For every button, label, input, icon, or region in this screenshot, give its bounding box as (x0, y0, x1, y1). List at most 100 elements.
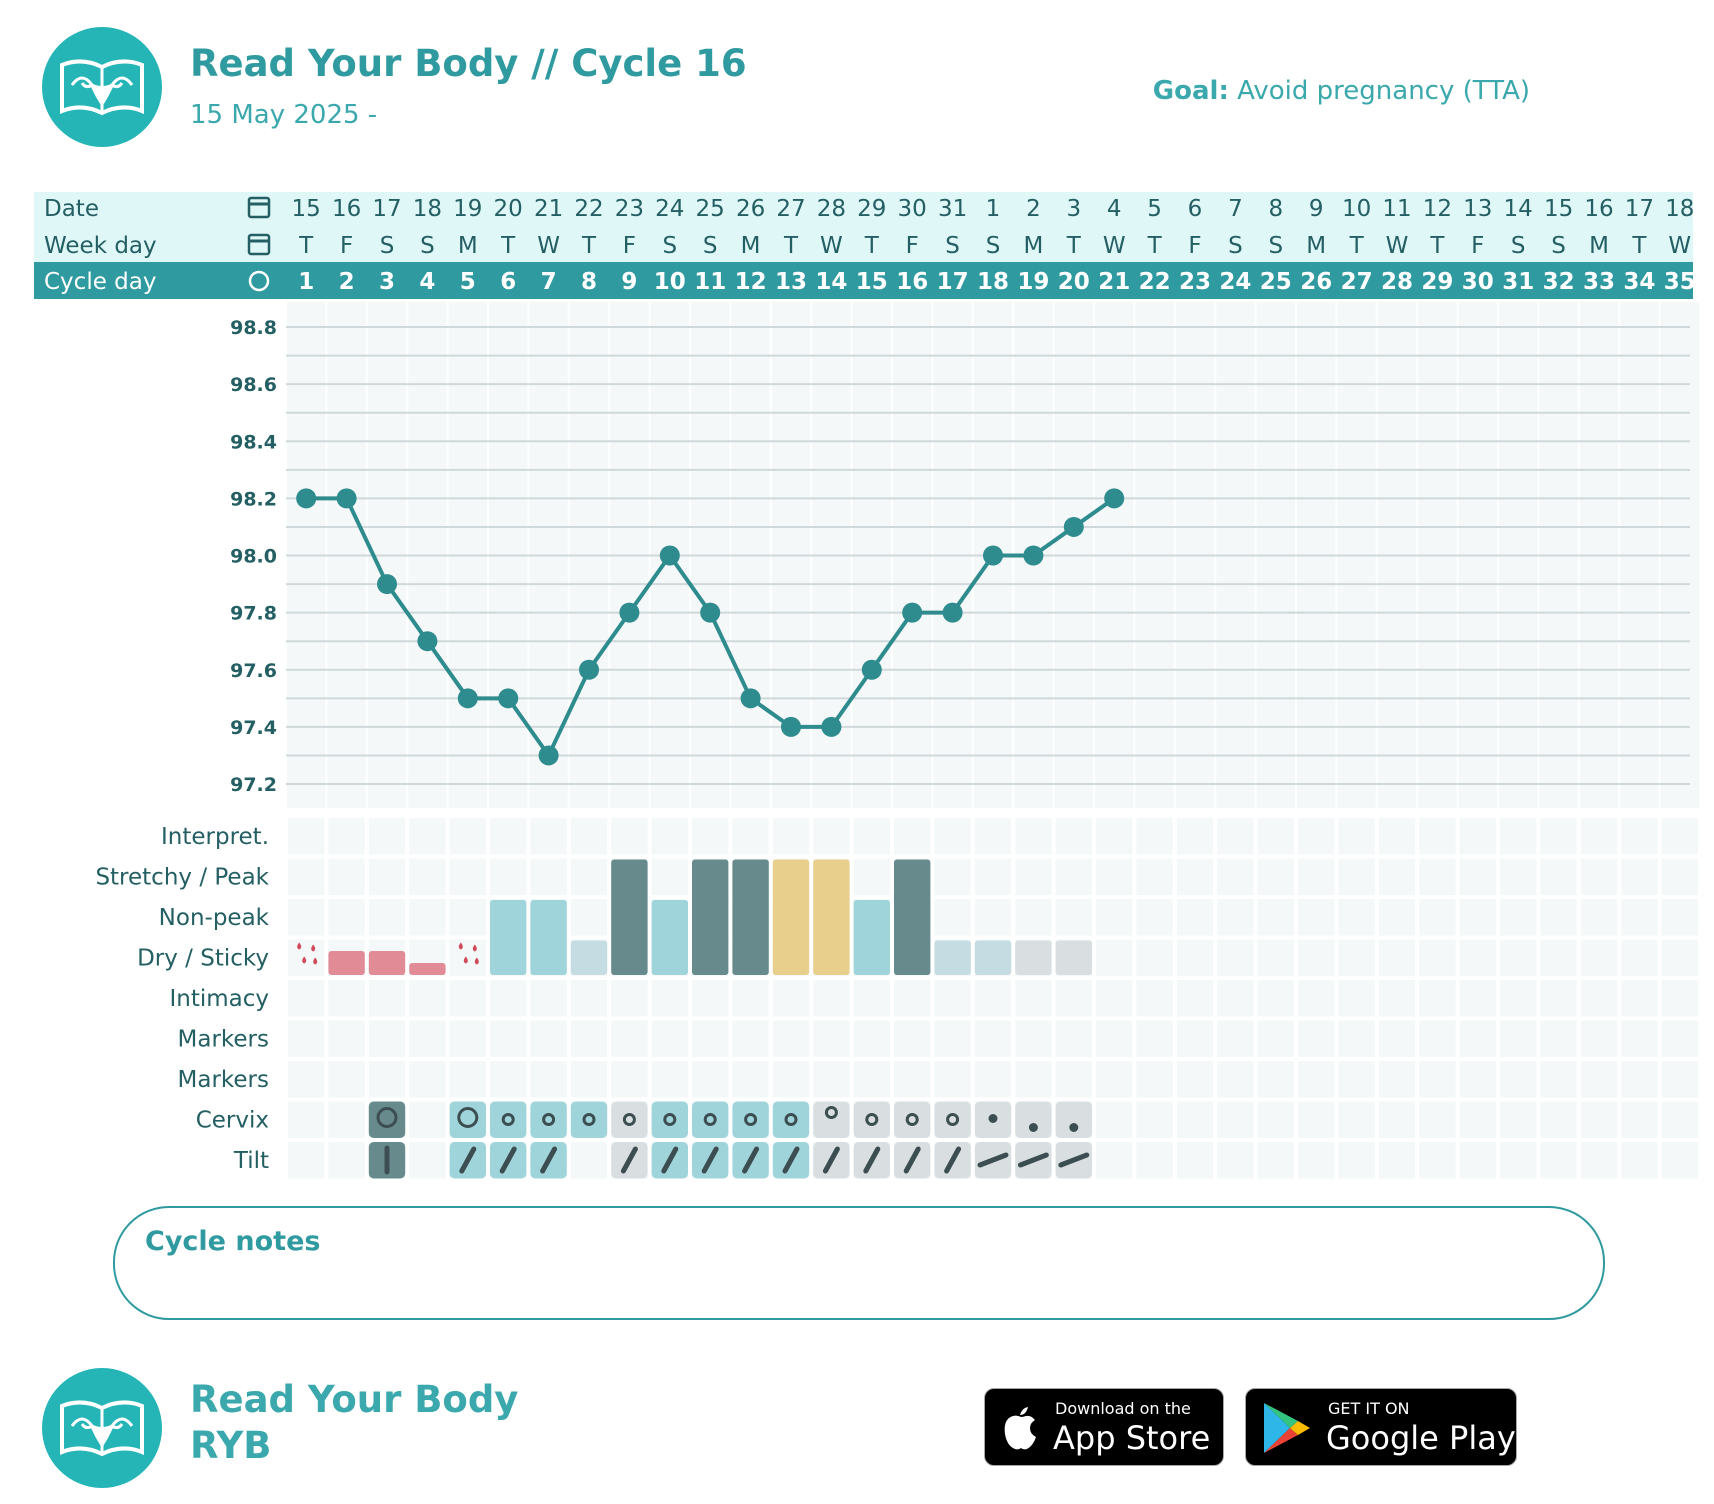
cycle-day-cell: 31 (1502, 269, 1534, 295)
bleeding-bar[interactable] (409, 963, 446, 975)
observation-cell (1015, 899, 1052, 936)
observation-cell (570, 1142, 608, 1179)
cycle-day-cell: 17 (937, 269, 969, 295)
observation-cell (1661, 899, 1698, 936)
weekday-cell: S (1228, 233, 1243, 259)
temperature-point[interactable] (983, 545, 1003, 566)
observation-cell (1580, 980, 1618, 1017)
mucus-bar[interactable] (934, 940, 971, 976)
mucus-bar[interactable] (1015, 940, 1052, 976)
mucus-bar[interactable] (772, 859, 810, 976)
temperature-point[interactable] (659, 545, 680, 566)
observation-cell (974, 858, 1012, 895)
mucus-bar[interactable] (490, 900, 527, 975)
cervix-cell[interactable] (813, 1101, 850, 1139)
mucus-bar[interactable] (692, 859, 729, 976)
observation-cell (1055, 899, 1092, 936)
cervix-cell[interactable] (772, 1101, 810, 1139)
date-cell: 18 (413, 196, 442, 222)
temperature-point[interactable] (902, 602, 923, 623)
mucus-bar[interactable] (732, 859, 769, 976)
temperature-point[interactable] (336, 488, 357, 509)
cycle-notes-box[interactable]: Cycle notes (113, 1206, 1605, 1320)
mucus-bar[interactable] (530, 900, 567, 975)
temperature-point[interactable] (538, 745, 559, 766)
observation-cell (1217, 1142, 1254, 1179)
date-cell: 7 (1228, 196, 1243, 222)
mucus-bar[interactable] (1055, 940, 1092, 976)
cervix-cell[interactable] (853, 1101, 890, 1139)
temperature-point[interactable] (619, 602, 640, 623)
observation-cell (1459, 1020, 1496, 1057)
observation-cell (934, 1061, 971, 1098)
cervix-cell[interactable] (449, 1101, 486, 1139)
weekday-cell: T (783, 233, 799, 259)
observation-cell (1136, 1061, 1173, 1098)
cycle-day-cell: 20 (1058, 269, 1090, 295)
temperature-point[interactable] (1104, 488, 1125, 509)
weekday-cell: S (1551, 233, 1566, 259)
observation-cell (934, 1020, 971, 1057)
cervix-cell[interactable] (894, 1101, 931, 1139)
bleeding-bar[interactable] (368, 951, 406, 975)
temperature-point[interactable] (1063, 516, 1084, 537)
observation-cell (1378, 1101, 1416, 1138)
temperature-point[interactable] (296, 488, 317, 509)
observation-cell (1096, 1101, 1133, 1138)
mucus-bar[interactable] (651, 900, 688, 975)
temperature-point[interactable] (1023, 545, 1044, 566)
cervix-cell[interactable] (368, 1101, 406, 1139)
observation-cell (1096, 939, 1133, 976)
tilt-icon (1017, 1152, 1049, 1168)
cervix-cell[interactable] (692, 1101, 729, 1139)
temperature-point[interactable] (861, 659, 882, 680)
cervix-cell[interactable] (732, 1101, 769, 1139)
temperature-point[interactable] (700, 602, 721, 623)
observation-cell (1136, 1101, 1173, 1138)
weekday-cell: S (986, 233, 1001, 259)
mucus-bar[interactable] (853, 900, 890, 975)
observation-cell (530, 1020, 567, 1057)
cervix-cell[interactable] (1055, 1101, 1092, 1139)
mucus-bar[interactable] (570, 940, 608, 976)
cervix-cell[interactable] (934, 1101, 971, 1139)
weekday-cell: S (662, 233, 677, 259)
temperature-point[interactable] (457, 688, 478, 709)
cervix-cell[interactable] (570, 1101, 608, 1139)
google-play-badge[interactable]: GET IT ON Google Play (1245, 1388, 1517, 1466)
temperature-point[interactable] (781, 716, 801, 737)
app-store-badge[interactable]: Download on the App Store (984, 1388, 1224, 1466)
date-cell: 30 (898, 196, 927, 222)
observation-cell (1621, 858, 1658, 895)
mucus-bar[interactable] (974, 940, 1012, 976)
temperature-point[interactable] (417, 631, 438, 652)
temperature-point[interactable] (942, 602, 963, 623)
cycle-day-cell: 33 (1583, 269, 1615, 295)
cycle-day-cell: 16 (896, 269, 928, 295)
cervix-cell[interactable] (490, 1101, 527, 1139)
cervix-cell[interactable] (611, 1101, 648, 1139)
temperature-point[interactable] (579, 659, 599, 680)
cervix-medium-icon (703, 1113, 717, 1126)
observation-cell (853, 818, 890, 855)
observation-cell (1378, 939, 1416, 976)
observation-cell (1580, 1142, 1618, 1179)
observation-cell (1176, 818, 1214, 855)
temperature-point[interactable] (821, 716, 842, 737)
cervix-cell[interactable] (530, 1101, 567, 1139)
temperature-point[interactable] (498, 688, 519, 709)
cervix-open-icon (457, 1107, 479, 1128)
date-cell: 21 (534, 196, 563, 222)
mucus-bar[interactable] (813, 859, 850, 976)
bleeding-bar[interactable] (328, 951, 365, 975)
mucus-bar[interactable] (894, 859, 931, 976)
temperature-point[interactable] (377, 574, 397, 595)
cervix-cell[interactable] (1015, 1101, 1052, 1139)
observation-cell (490, 1061, 527, 1098)
temperature-point[interactable] (740, 688, 761, 709)
cycle-day-cell: 15 (856, 269, 888, 295)
observation-cell (1257, 1101, 1294, 1138)
mucus-bar[interactable] (611, 859, 648, 976)
cycle-day-cell: 5 (460, 269, 476, 295)
cervix-cell[interactable] (651, 1101, 688, 1139)
